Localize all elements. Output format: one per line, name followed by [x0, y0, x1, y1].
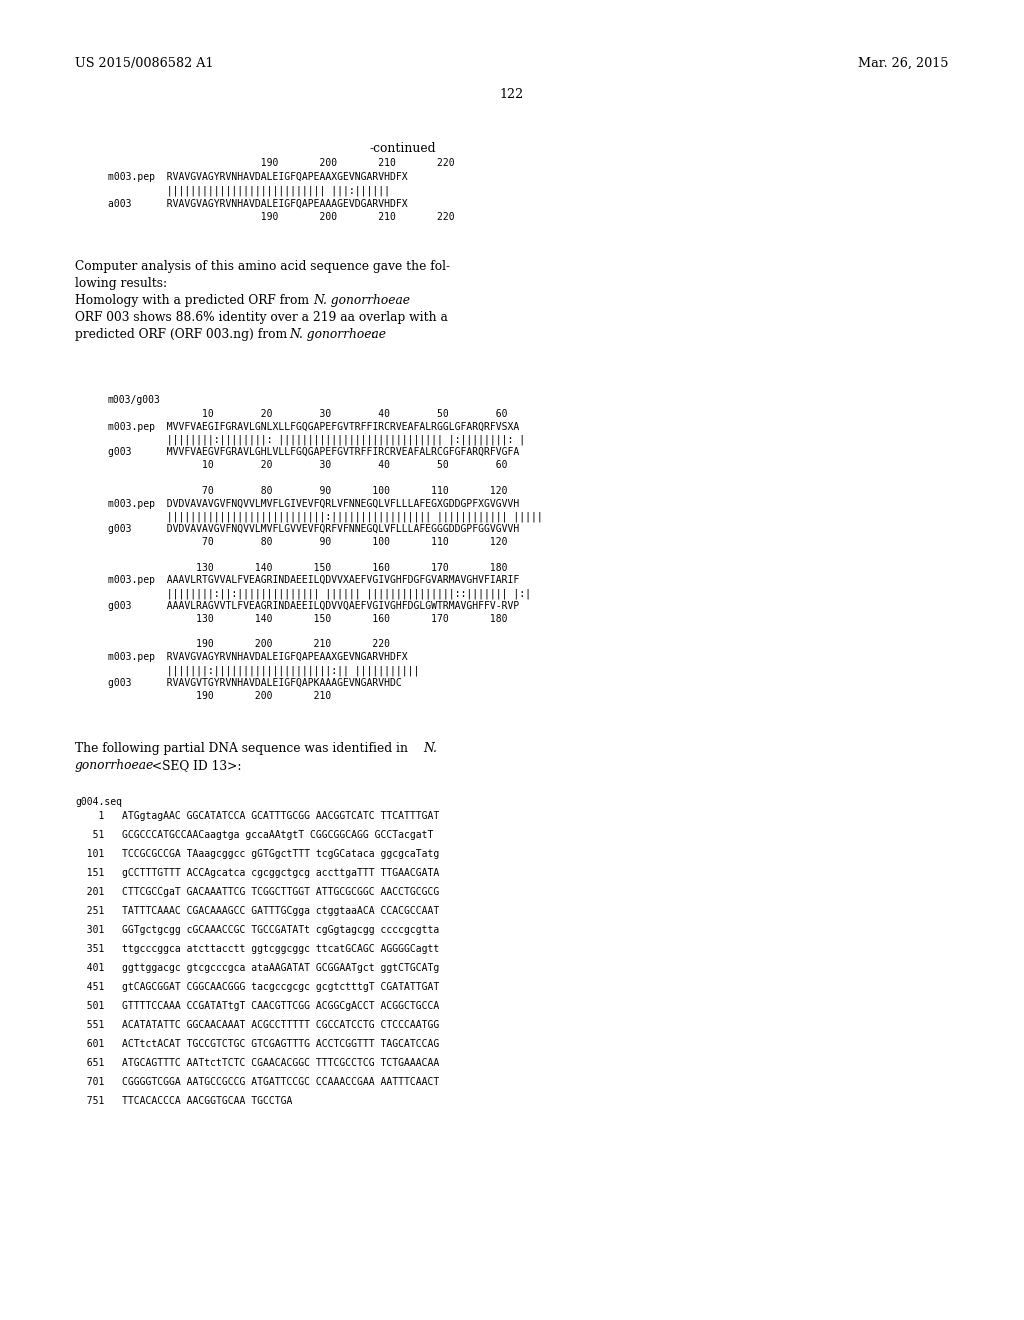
Text: g003      AAAVLRAGVVTLFVEAGRINDAEEILQDVVQAEFVGIVGHFDGLGWTRMAVGHFFV-RVP: g003 AAAVLRAGVVTLFVEAGRINDAEEILQDVVQAEFV…: [108, 601, 519, 611]
Text: |||||||:||||||||||||||||||||:|| |||||||||||: |||||||:||||||||||||||||||||:|| ||||||||…: [108, 665, 420, 676]
Text: 601   ACTtctACAT TGCCGTCTGC GTCGAGTTTG ACCTCGGTTT TAGCATCCAG: 601 ACTtctACAT TGCCGTCTGC GTCGAGTTTG ACC…: [75, 1039, 439, 1049]
Text: g003      DVDVAVAVGVFNQVVLMVFLGVVEVFQRFVFNNEGQLVFLLLAFEGGGDDGPFGGVGVVH: g003 DVDVAVAVGVFNQVVLMVFLGVVEVFQRFVFNNEG…: [108, 524, 519, 535]
Text: US 2015/0086582 A1: US 2015/0086582 A1: [75, 57, 213, 70]
Text: <SEQ ID 13>:: <SEQ ID 13>:: [148, 759, 242, 772]
Text: m003.pep  RVAVGVAGYRVNHAVDALEIGFQAPEAAXGEVNGARVHDFX: m003.pep RVAVGVAGYRVNHAVDALEIGFQAPEAAXGE…: [108, 652, 408, 663]
Text: Homology with a predicted ORF from: Homology with a predicted ORF from: [75, 294, 313, 308]
Text: m003/g003: m003/g003: [108, 395, 161, 405]
Text: 451   gtCAGCGGAT CGGCAACGGG tacgccgcgc gcgtctttgT CGATATTGAT: 451 gtCAGCGGAT CGGCAACGGG tacgccgcgc gcg…: [75, 982, 439, 993]
Text: gonorrhoeae: gonorrhoeae: [75, 759, 155, 772]
Text: 10        20        30        40        50        60: 10 20 30 40 50 60: [108, 461, 508, 470]
Text: :: :: [371, 327, 375, 341]
Text: 190       200       210       220: 190 200 210 220: [108, 639, 390, 649]
Text: ORF 003 shows 88.6% identity over a 219 aa overlap with a: ORF 003 shows 88.6% identity over a 219 …: [75, 312, 447, 323]
Text: 70        80        90       100       110       120: 70 80 90 100 110 120: [108, 486, 508, 496]
Text: g003      MVVFVAEGVFGRAVLGHLVLLFGQGAPEFGVTRFFIRCRVEAFALRCGFGFARQRFVGFA: g003 MVVFVAEGVFGRAVLGHLVLLFGQGAPEFGVTRFF…: [108, 447, 519, 458]
Text: ||||||||:||||||||: |||||||||||||||||||||||||||| |:||||||||: |: ||||||||:||||||||: |||||||||||||||||||||…: [108, 434, 525, 445]
Text: ||||||||:||:|||||||||||||| |||||| |||||||||||||||::||||||| |:|: ||||||||:||:|||||||||||||| |||||| ||||||…: [108, 589, 531, 599]
Text: 190       200       210: 190 200 210: [108, 690, 331, 701]
Text: 401   ggttggacgc gtcgcccgca ataAAGATAT GCGGAATgct ggtCTGCATg: 401 ggttggacgc gtcgcccgca ataAAGATAT GCG…: [75, 964, 439, 973]
Text: The following partial DNA sequence was identified in: The following partial DNA sequence was i…: [75, 742, 412, 755]
Text: 130       140       150       160       170       180: 130 140 150 160 170 180: [108, 614, 508, 624]
Text: 190       200       210       220: 190 200 210 220: [108, 158, 455, 168]
Text: N. gonorrhoeae: N. gonorrhoeae: [313, 294, 410, 308]
Text: -continued: -continued: [370, 143, 436, 154]
Text: ||||||||||||||||||||||||||| |||:||||||: ||||||||||||||||||||||||||| |||:||||||: [108, 185, 390, 195]
Text: 351   ttgcccggca atcttacctt ggtcggcggc ttcatGCAGC AGGGGCagtt: 351 ttgcccggca atcttacctt ggtcggcggc ttc…: [75, 944, 439, 954]
Text: |||||||||||||||||||||||||||:||||||||||||||||| |||||||||||| |||||: |||||||||||||||||||||||||||:||||||||||||…: [108, 511, 543, 521]
Text: m003.pep  RVAVGVAGYRVNHAVDALEIGFQAPEAAXGEVNGARVHDFX: m003.pep RVAVGVAGYRVNHAVDALEIGFQAPEAAXGE…: [108, 172, 408, 181]
Text: m003.pep  MVVFVAEGIFGRAVLGNLXLLFGQGAPEFGVTRFFIRCRVEAFALRGGLGFARQRFVSXA: m003.pep MVVFVAEGIFGRAVLGNLXLLFGQGAPEFGV…: [108, 422, 519, 432]
Text: 151   gCCTTTGTTT ACCAgcatca cgcggctgcg accttgaTTT TTGAACGATA: 151 gCCTTTGTTT ACCAgcatca cgcggctgcg acc…: [75, 869, 439, 878]
Text: Computer analysis of this amino acid sequence gave the fol-: Computer analysis of this amino acid seq…: [75, 260, 451, 273]
Text: 10        20        30        40        50        60: 10 20 30 40 50 60: [108, 409, 508, 418]
Text: 651   ATGCAGTTTC AATtctTCTC CGAACACGGC TTTCGCCTCG TCTGAAACAA: 651 ATGCAGTTTC AATtctTCTC CGAACACGGC TTT…: [75, 1059, 439, 1068]
Text: 190       200       210       220: 190 200 210 220: [108, 213, 455, 222]
Text: 251   TATTTCAAAC CGACAAAGCC GATTTGCgga ctggtaaACA CCACGCCAAT: 251 TATTTCAAAC CGACAAAGCC GATTTGCgga ctg…: [75, 906, 439, 916]
Text: 122: 122: [500, 88, 524, 102]
Text: Mar. 26, 2015: Mar. 26, 2015: [858, 57, 949, 70]
Text: N.: N.: [423, 742, 437, 755]
Text: g004.seq: g004.seq: [75, 797, 122, 807]
Text: 301   GGTgctgcgg cGCAAACCGC TGCCGATATt cgGgtagcgg ccccgcgtta: 301 GGTgctgcgg cGCAAACCGC TGCCGATATt cgG…: [75, 925, 439, 935]
Text: lowing results:: lowing results:: [75, 277, 167, 290]
Text: a003      RVAVGVAGYRVNHAVDALEIGFQAPEAAAGEVDGARVHDFX: a003 RVAVGVAGYRVNHAVDALEIGFQAPEAAAGEVDGA…: [108, 198, 408, 209]
Text: N. gonorrhoeae: N. gonorrhoeae: [289, 327, 386, 341]
Text: predicted ORF (ORF 003.ng) from: predicted ORF (ORF 003.ng) from: [75, 327, 291, 341]
Text: 201   CTTCGCCgaT GACAAATTCG TCGGCTTGGT ATTGCGCGGC AACCTGCGCG: 201 CTTCGCCgaT GACAAATTCG TCGGCTTGGT ATT…: [75, 887, 439, 898]
Text: 101   TCCGCGCCGA TAaagcggcc gGTGgctTTT tcgGCataca ggcgcaTatg: 101 TCCGCGCCGA TAaagcggcc gGTGgctTTT tcg…: [75, 849, 439, 859]
Text: 130       140       150       160       170       180: 130 140 150 160 170 180: [108, 562, 508, 573]
Text: 551   ACATATATTC GGCAACAAAT ACGCCTTTTT CGCCATCCTG CTCCCAATGG: 551 ACATATATTC GGCAACAAAT ACGCCTTTTT CGC…: [75, 1020, 439, 1030]
Text: 1   ATGgtagAAC GGCATATCCA GCATTTGCGG AACGGTCATC TTCATTTGAT: 1 ATGgtagAAC GGCATATCCA GCATTTGCGG AACGG…: [75, 810, 439, 821]
Text: m003.pep  AAAVLRTGVVALFVEAGRINDAEEILQDVVXAEFVGIVGHFDGFGVARMAVGHVFIARIF: m003.pep AAAVLRTGVVALFVEAGRINDAEEILQDVVX…: [108, 576, 519, 585]
Text: 701   CGGGGTCGGA AATGCCGCCG ATGATTCCGC CCAAACCGAA AATTTCAACT: 701 CGGGGTCGGA AATGCCGCCG ATGATTCCGC CCA…: [75, 1077, 439, 1086]
Text: 51   GCGCCCATGCCAACaagtga gccaAAtgtT CGGCGGCAGG GCCTacgatT: 51 GCGCCCATGCCAACaagtga gccaAAtgtT CGGCG…: [75, 830, 433, 840]
Text: g003      RVAVGVTGYRVNHAVDALEIGFQAPKAAAGEVNGARVHDC: g003 RVAVGVTGYRVNHAVDALEIGFQAPKAAAGEVNGA…: [108, 677, 401, 688]
Text: 70        80        90       100       110       120: 70 80 90 100 110 120: [108, 537, 508, 546]
Text: 751   TTCACACCCA AACGGTGCAA TGCCTGA: 751 TTCACACCCA AACGGTGCAA TGCCTGA: [75, 1096, 293, 1106]
Text: 501   GTTTTCCAAA CCGATATtgT CAACGTTCGG ACGGCgACCT ACGGCTGCCA: 501 GTTTTCCAAA CCGATATtgT CAACGTTCGG ACG…: [75, 1001, 439, 1011]
Text: m003.pep  DVDVAVAVGVFNQVVLMVFLGIVEVFQRLVFNNEGQLVFLLLAFEGXGDDGPFXGVGVVH: m003.pep DVDVAVAVGVFNQVVLMVFLGIVEVFQRLVF…: [108, 499, 519, 508]
